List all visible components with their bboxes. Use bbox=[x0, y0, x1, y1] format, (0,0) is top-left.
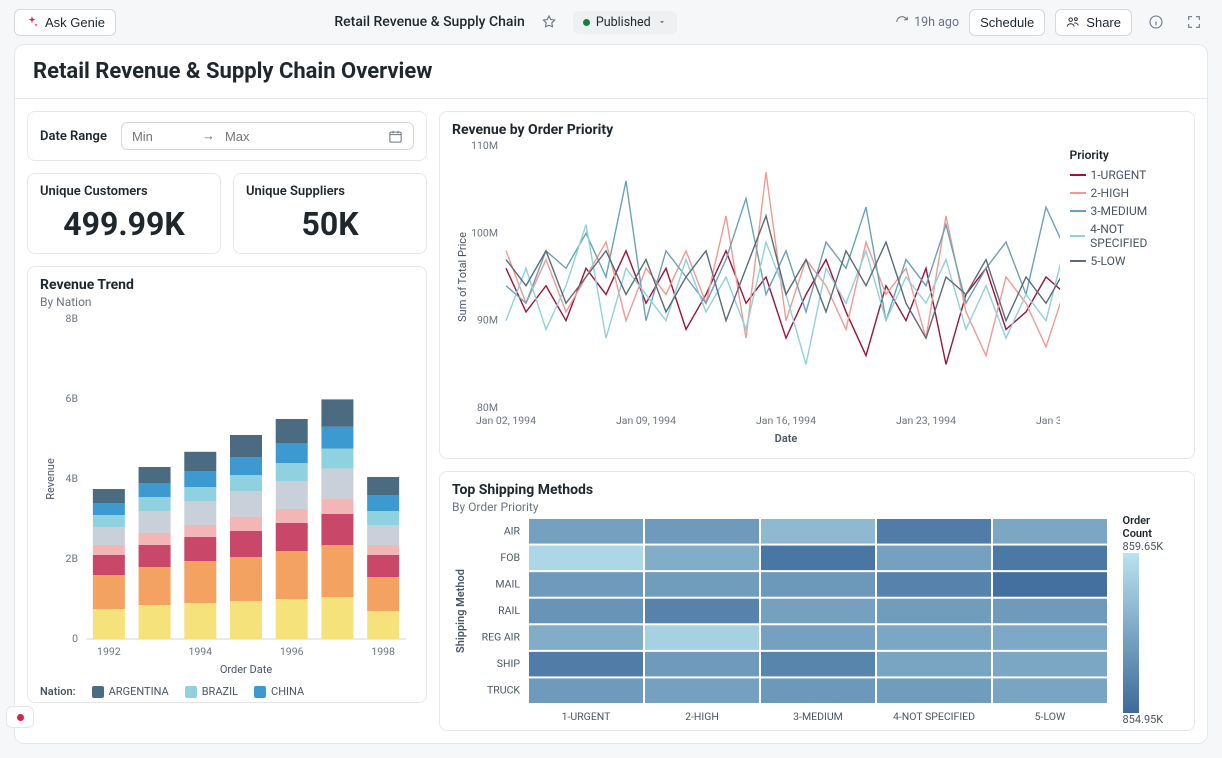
svg-text:80M: 80M bbox=[477, 401, 498, 414]
revenue-trend-legend: Nation:ARGENTINABRAZILCHINA bbox=[40, 685, 414, 698]
svg-text:Date: Date bbox=[775, 432, 798, 445]
date-max-input[interactable] bbox=[225, 129, 285, 144]
refresh-icon bbox=[895, 15, 909, 29]
priority-chart-card: Revenue by Order Priority 80M 90M 100M 110M… bbox=[439, 111, 1195, 459]
svg-text:Revenue: Revenue bbox=[44, 458, 57, 500]
svg-text:Jan 02, 1994: Jan 02, 1994 bbox=[476, 414, 536, 427]
svg-text:SHIP: SHIP bbox=[497, 657, 521, 670]
svg-text:AIR: AIR bbox=[504, 524, 521, 537]
heatmap-subtitle: By Order Priority bbox=[452, 500, 1182, 514]
svg-text:TRUCK: TRUCK bbox=[487, 684, 520, 697]
svg-text:1998: 1998 bbox=[371, 645, 395, 658]
status-dot-icon bbox=[583, 19, 590, 26]
svg-text:1994: 1994 bbox=[188, 645, 212, 658]
calendar-icon[interactable] bbox=[388, 129, 403, 144]
heatmap-chart[interactable]: AIR FOB MAIL RAIL REG AIR SHIP TRUCK 1-URGENT 2-… bbox=[452, 514, 1111, 726]
fullscreen-icon[interactable] bbox=[1180, 8, 1208, 36]
svg-text:Sum of Total Price: Sum of Total Price bbox=[456, 232, 469, 322]
share-button[interactable]: Share bbox=[1055, 9, 1132, 36]
svg-text:5-LOW: 5-LOW bbox=[1035, 710, 1066, 723]
people-icon bbox=[1066, 15, 1080, 29]
main-content: Retail Revenue & Supply Chain Overview D… bbox=[0, 44, 1222, 758]
svg-text:8B: 8B bbox=[66, 312, 78, 325]
svg-text:Jan 30, 1994: Jan 30, 1994 bbox=[1036, 414, 1060, 427]
sparkle-icon bbox=[25, 15, 39, 29]
topbar: Ask Genie Retail Revenue & Supply Chain … bbox=[0, 0, 1222, 44]
heatmap-scale-title: Order Count bbox=[1123, 514, 1183, 540]
red-dot-icon bbox=[17, 714, 24, 721]
priority-legend: Priority1-URGENT2-HIGH3-MEDIUM4-NOT SPEC… bbox=[1070, 148, 1183, 268]
svg-text:4-NOT SPECIFIED: 4-NOT SPECIFIED bbox=[893, 710, 975, 723]
svg-text:90M: 90M bbox=[477, 314, 498, 327]
priority-line-chart[interactable]: 80M 90M 100M 110M Sum of Total Price Jan 02, … bbox=[452, 138, 1060, 448]
page-breadcrumb-title: Retail Revenue & Supply Chain bbox=[334, 14, 524, 30]
info-icon[interactable] bbox=[1142, 8, 1170, 36]
revenue-trend-subtitle: By Nation bbox=[40, 295, 414, 309]
arrow-right-icon: → bbox=[202, 128, 215, 144]
heatmap-card: Top Shipping Methods By Order Priority A… bbox=[439, 471, 1195, 731]
svg-text:110M: 110M bbox=[471, 139, 498, 152]
kpi-customers-value: 499.99K bbox=[40, 205, 208, 243]
revenue-trend-card: Revenue Trend By Nation 0 2B 4B 6B 8B Revenue… bbox=[27, 266, 427, 703]
schedule-button[interactable]: Schedule bbox=[969, 9, 1045, 36]
svg-text:FOB: FOB bbox=[500, 551, 520, 564]
svg-text:Jan 16, 1994: Jan 16, 1994 bbox=[756, 414, 816, 427]
heatmap-colorbar bbox=[1123, 553, 1139, 713]
revenue-trend-chart[interactable]: 0 2B 4B 6B 8B Revenue 1992 1994 1996 1998 Order Da… bbox=[40, 309, 412, 679]
ask-genie-label: Ask Genie bbox=[45, 15, 105, 30]
refresh-label: 19h ago bbox=[914, 15, 959, 30]
svg-text:0: 0 bbox=[72, 632, 78, 645]
svg-text:Shipping Method: Shipping Method bbox=[454, 569, 467, 653]
status-pill[interactable]: Published bbox=[573, 11, 677, 34]
revenue-trend-title: Revenue Trend bbox=[40, 277, 414, 293]
date-range-label: Date Range bbox=[40, 129, 107, 144]
svg-text:1-URGENT: 1-URGENT bbox=[562, 710, 612, 723]
kpi-suppliers-value: 50K bbox=[246, 205, 414, 243]
refresh-status[interactable]: 19h ago bbox=[895, 15, 959, 30]
svg-text:Jan 23, 1994: Jan 23, 1994 bbox=[896, 414, 956, 427]
star-icon[interactable] bbox=[535, 8, 563, 36]
date-min-input[interactable] bbox=[132, 129, 192, 144]
heatmap-scale: Order Count 859.65K 854.95K bbox=[1123, 514, 1183, 726]
svg-text:Jan 09, 1994: Jan 09, 1994 bbox=[616, 414, 676, 427]
share-label: Share bbox=[1086, 15, 1121, 30]
svg-text:MAIL: MAIL bbox=[495, 577, 520, 590]
svg-text:Order Date: Order Date bbox=[220, 663, 272, 676]
svg-text:2-HIGH: 2-HIGH bbox=[685, 710, 719, 723]
svg-text:1996: 1996 bbox=[280, 645, 304, 658]
svg-text:1992: 1992 bbox=[97, 645, 121, 658]
date-range-input[interactable]: → bbox=[121, 122, 414, 150]
notification-indicator[interactable] bbox=[6, 706, 34, 728]
status-label: Published bbox=[596, 15, 651, 30]
svg-text:3-MEDIUM: 3-MEDIUM bbox=[793, 710, 843, 723]
chevron-down-icon bbox=[657, 17, 667, 27]
kpi-customers: Unique Customers 499.99K bbox=[27, 173, 221, 254]
svg-text:4B: 4B bbox=[66, 472, 78, 485]
ask-genie-button[interactable]: Ask Genie bbox=[14, 9, 116, 36]
page-title: Retail Revenue & Supply Chain Overview bbox=[14, 44, 1208, 98]
kpi-suppliers: Unique Suppliers 50K bbox=[233, 173, 427, 254]
svg-text:6B: 6B bbox=[66, 392, 78, 405]
heatmap-title: Top Shipping Methods bbox=[452, 482, 1182, 498]
priority-chart-title: Revenue by Order Priority bbox=[452, 122, 1182, 138]
heatmap-scale-max: 859.65K bbox=[1123, 540, 1164, 553]
svg-text:REG AIR: REG AIR bbox=[482, 631, 521, 644]
svg-text:RAIL: RAIL bbox=[498, 604, 520, 617]
schedule-label: Schedule bbox=[980, 15, 1034, 30]
kpi-suppliers-label: Unique Suppliers bbox=[246, 184, 414, 199]
date-range-card: Date Range → bbox=[27, 111, 427, 161]
svg-text:100M: 100M bbox=[471, 226, 498, 239]
heatmap-scale-min: 854.95K bbox=[1123, 713, 1164, 726]
kpi-customers-label: Unique Customers bbox=[40, 184, 208, 199]
svg-text:2B: 2B bbox=[66, 552, 78, 565]
